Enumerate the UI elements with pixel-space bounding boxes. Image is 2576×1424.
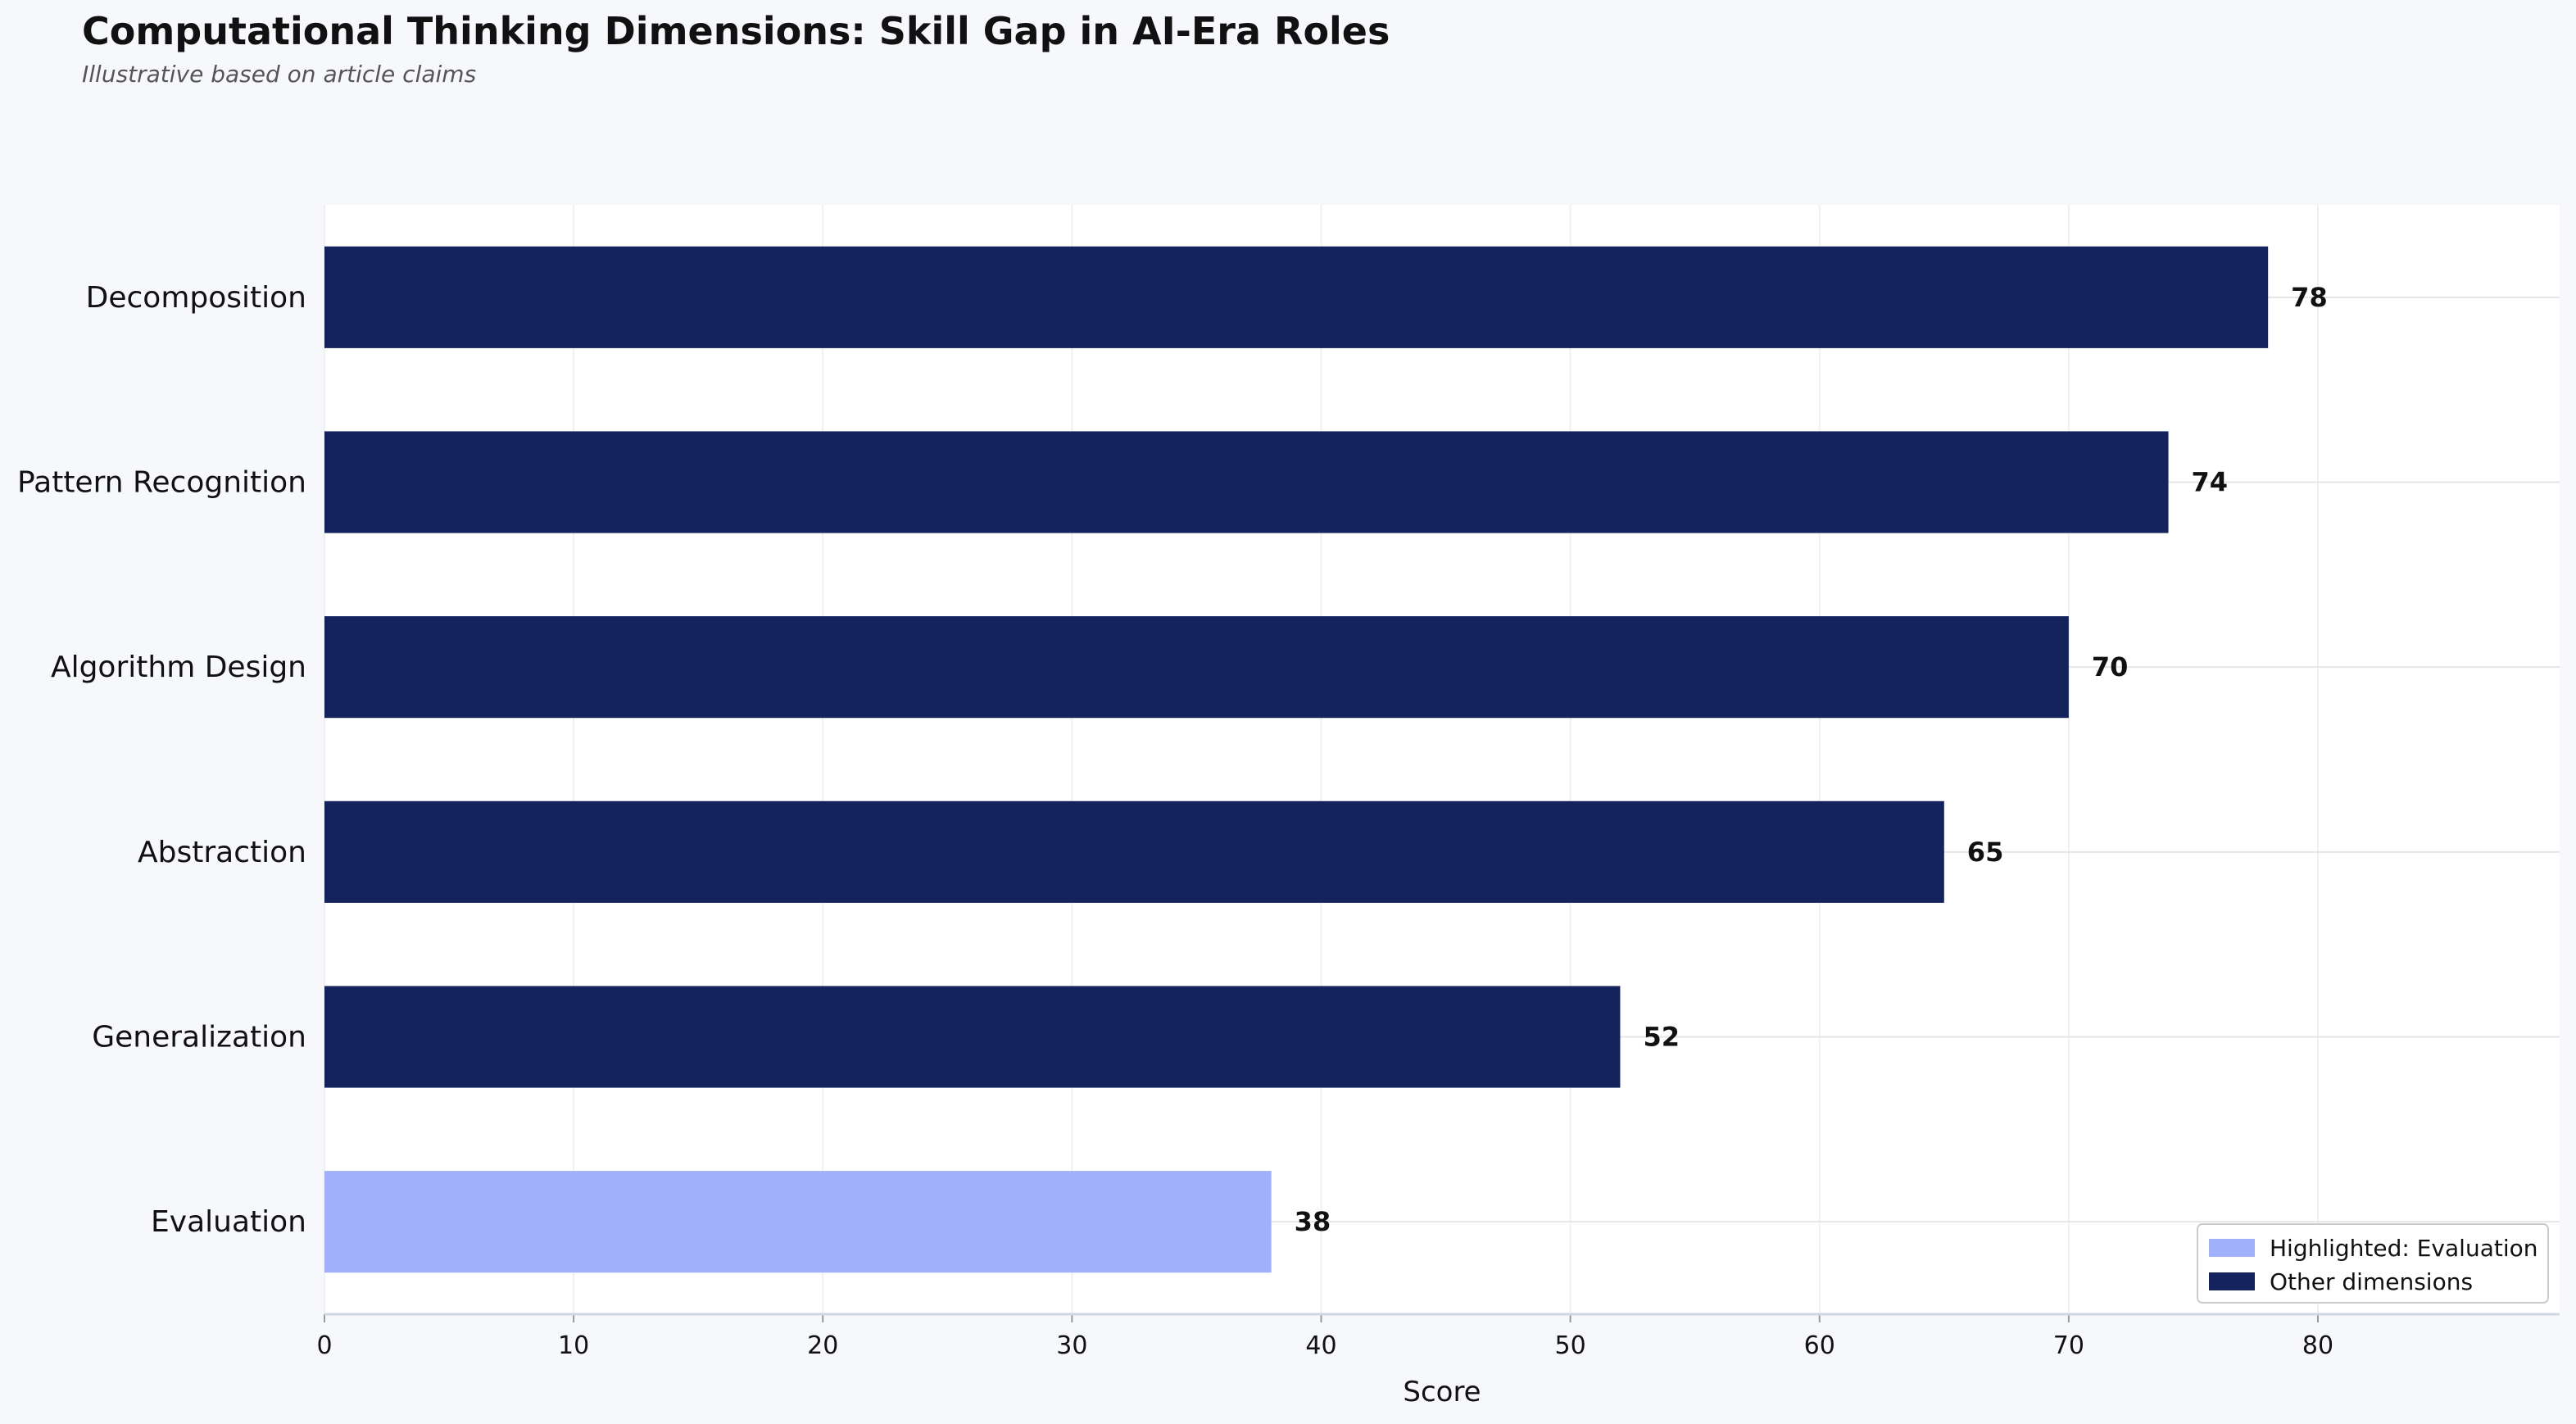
value-label: 65: [1967, 837, 2004, 868]
x-tick-label: 60: [1804, 1331, 1835, 1360]
bar-decomposition: [324, 246, 2269, 348]
value-label: 70: [2092, 651, 2129, 683]
x-tick-label: 10: [558, 1331, 589, 1360]
category-label: Abstraction: [138, 836, 306, 869]
bars: [324, 246, 2269, 1273]
legend-swatch-other: [2209, 1272, 2255, 1290]
legend-label-highlight: Highlighted: Evaluation: [2270, 1235, 2537, 1262]
x-tick-label: 20: [807, 1331, 838, 1360]
legend: Highlighted: Evaluation Other dimensions: [2197, 1223, 2549, 1304]
x-axis-label: Score: [1403, 1376, 1481, 1408]
x-tick-label: 40: [1305, 1331, 1336, 1360]
x-tick-label: 70: [2053, 1331, 2084, 1360]
legend-label-other: Other dimensions: [2270, 1268, 2473, 1295]
value-label: 78: [2291, 282, 2328, 313]
x-axis-ticks: 0 10 20 30 40 50 60 70 80: [316, 1314, 2333, 1360]
bar-algorithm-design: [324, 616, 2069, 719]
bar-abstraction: [324, 800, 1944, 903]
chart-subtitle: Illustrative based on article claims: [82, 61, 476, 88]
bar-generalization: [324, 986, 1621, 1088]
legend-box: [2197, 1223, 2549, 1304]
x-tick-label: 80: [2302, 1331, 2333, 1360]
category-label: Pattern Recognition: [17, 466, 306, 500]
chart-title: Computational Thinking Dimensions: Skill…: [82, 9, 1390, 53]
x-tick-label: 0: [316, 1331, 332, 1360]
plot-area: [324, 205, 2560, 1314]
category-label: Generalization: [92, 1021, 306, 1054]
category-label: Evaluation: [151, 1205, 306, 1239]
category-label: Decomposition: [86, 281, 306, 315]
bar-evaluation: [324, 1171, 1272, 1273]
value-label: 52: [1643, 1022, 1680, 1053]
bar-pattern-recognition: [324, 431, 2169, 533]
x-tick-label: 30: [1056, 1331, 1087, 1360]
category-label: Algorithm Design: [51, 651, 306, 684]
value-label: 74: [2192, 467, 2229, 498]
value-labels: 78 74 70 65 52 38: [1295, 282, 2328, 1237]
value-label: 38: [1295, 1206, 1331, 1237]
x-tick-label: 50: [1555, 1331, 1586, 1360]
legend-swatch-highlight: [2209, 1239, 2255, 1257]
category-labels: Decomposition Pattern Recognition Algorith…: [17, 281, 306, 1239]
